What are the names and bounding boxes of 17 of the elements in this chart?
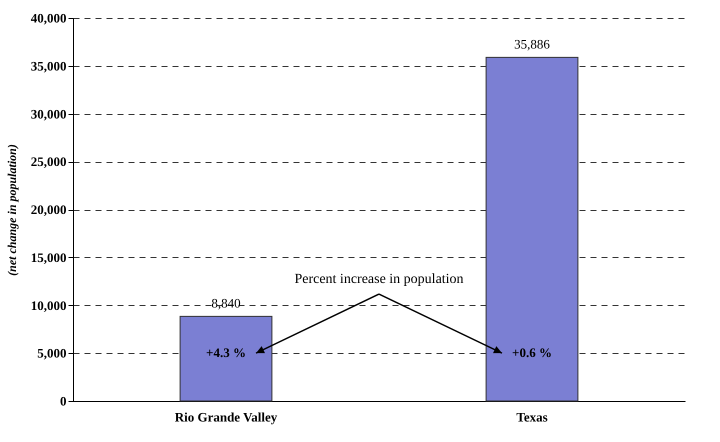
annotation: +4.3 % xyxy=(206,345,246,360)
y-tick-label: 25,000 xyxy=(30,154,66,170)
y-tick-label: 15,000 xyxy=(30,250,66,265)
y-tick-label: 30,000 xyxy=(30,106,66,122)
data-label: 35,886 xyxy=(514,36,550,52)
y-tick-label: 0 xyxy=(60,394,66,408)
y-axis-title: (net change in population) xyxy=(4,144,19,276)
y-tick-label: 35,000 xyxy=(30,58,66,74)
x-tick-label: Texas xyxy=(516,410,548,424)
x-tick-label: Rio Grande Valley xyxy=(174,410,278,424)
y-tick-label: 5,000 xyxy=(37,346,66,361)
annotation: +0.6 % xyxy=(512,345,552,360)
y-tick-label: 20,000 xyxy=(30,202,66,217)
data-label: 8,840 xyxy=(211,295,241,310)
y-tick-label: 10,000 xyxy=(30,298,66,313)
annotation: Percent increase in population xyxy=(294,272,464,288)
y-tick-label: 40,000 xyxy=(30,10,66,26)
